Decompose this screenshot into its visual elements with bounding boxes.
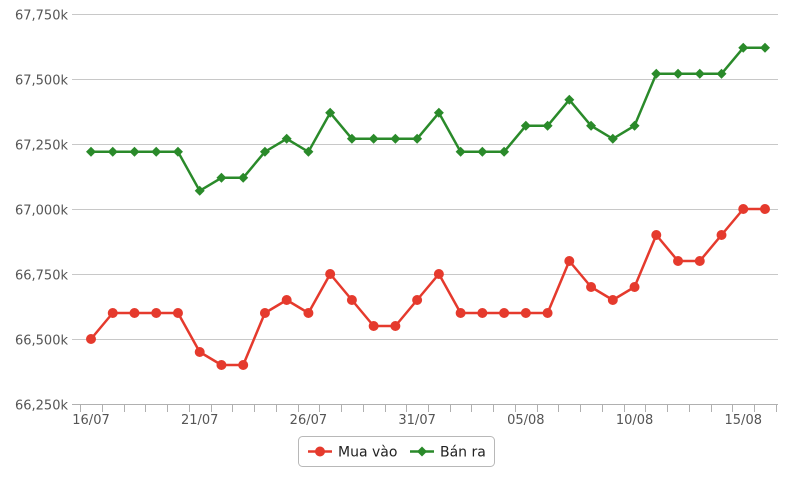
data-point[interactable] bbox=[673, 256, 684, 266]
series-layer bbox=[86, 42, 770, 370]
data-point[interactable] bbox=[238, 360, 249, 370]
data-point[interactable] bbox=[325, 269, 336, 279]
data-point[interactable] bbox=[86, 146, 96, 157]
data-point[interactable] bbox=[455, 308, 466, 318]
grid-layer bbox=[72, 14, 778, 340]
data-point[interactable] bbox=[172, 146, 183, 157]
data-point[interactable] bbox=[433, 107, 444, 118]
legend-label: Bán ra bbox=[440, 445, 486, 461]
data-point[interactable] bbox=[303, 308, 314, 318]
data-point[interactable] bbox=[586, 120, 597, 131]
data-point[interactable] bbox=[455, 146, 466, 157]
series-line bbox=[90, 207, 765, 367]
y-tick-label: 66,750k bbox=[15, 269, 68, 284]
data-point[interactable] bbox=[412, 133, 423, 144]
data-point[interactable] bbox=[281, 133, 292, 144]
x-tick-label: 16/07 bbox=[72, 413, 109, 428]
data-point[interactable] bbox=[607, 133, 618, 144]
data-point[interactable] bbox=[194, 185, 205, 196]
data-point[interactable] bbox=[368, 321, 379, 331]
data-point[interactable] bbox=[760, 42, 770, 53]
y-tick-label: 67,250k bbox=[15, 139, 68, 154]
data-point[interactable] bbox=[129, 146, 140, 157]
data-point[interactable] bbox=[216, 172, 227, 183]
data-point[interactable] bbox=[694, 68, 705, 79]
data-point[interactable] bbox=[346, 295, 357, 305]
data-point[interactable] bbox=[368, 133, 379, 144]
x-tick-label: 15/08 bbox=[725, 413, 762, 428]
data-point[interactable] bbox=[194, 347, 205, 357]
data-point[interactable] bbox=[760, 204, 770, 214]
series-buy bbox=[86, 204, 770, 370]
data-point[interactable] bbox=[629, 282, 640, 292]
x-tick-label: 05/08 bbox=[507, 413, 544, 428]
y-tick-label: 66,500k bbox=[15, 334, 68, 349]
series-sell bbox=[86, 42, 770, 196]
data-point[interactable] bbox=[281, 295, 292, 305]
y-tick-label: 67,500k bbox=[15, 74, 68, 89]
legend[interactable]: Mua vào Bán ra bbox=[298, 436, 495, 467]
data-point[interactable] bbox=[542, 120, 553, 131]
y-tick-label: 67,000k bbox=[15, 204, 68, 219]
legend-marker-diamond-icon bbox=[417, 446, 427, 457]
x-tick-label: 21/07 bbox=[181, 413, 218, 428]
data-point[interactable] bbox=[520, 308, 531, 318]
data-point[interactable] bbox=[346, 133, 357, 144]
series-line bbox=[91, 46, 765, 193]
data-point[interactable] bbox=[694, 256, 705, 266]
legend-marker-circle-icon bbox=[315, 446, 325, 457]
data-point[interactable] bbox=[673, 68, 684, 79]
data-point[interactable] bbox=[172, 308, 183, 318]
data-point[interactable] bbox=[412, 295, 423, 305]
data-point[interactable] bbox=[520, 120, 531, 131]
data-point[interactable] bbox=[390, 133, 401, 144]
data-point[interactable] bbox=[433, 269, 444, 279]
x-tick-label: 10/08 bbox=[616, 413, 653, 428]
data-point[interactable] bbox=[542, 308, 553, 318]
data-point[interactable] bbox=[259, 308, 270, 318]
data-point[interactable] bbox=[499, 146, 510, 157]
data-point[interactable] bbox=[629, 120, 640, 131]
data-point[interactable] bbox=[86, 334, 96, 344]
data-point[interactable] bbox=[216, 360, 227, 370]
y-tick-label: 66,250k bbox=[15, 399, 68, 414]
x-tick-label: 26/07 bbox=[290, 413, 327, 428]
data-point[interactable] bbox=[499, 308, 510, 318]
data-point[interactable] bbox=[303, 146, 314, 157]
data-point[interactable] bbox=[716, 230, 727, 240]
data-point[interactable] bbox=[586, 282, 597, 292]
data-point[interactable] bbox=[607, 295, 618, 305]
legend-item-sell[interactable]: Bán ra bbox=[410, 445, 486, 461]
data-point[interactable] bbox=[651, 230, 662, 240]
data-point[interactable] bbox=[107, 308, 118, 318]
data-point[interactable] bbox=[564, 256, 575, 266]
data-point[interactable] bbox=[107, 146, 118, 157]
y-tick-label: 67,750k bbox=[15, 9, 68, 24]
data-point[interactable] bbox=[738, 204, 749, 214]
data-point[interactable] bbox=[325, 107, 336, 118]
data-point[interactable] bbox=[259, 146, 270, 157]
data-point[interactable] bbox=[716, 68, 727, 79]
data-point[interactable] bbox=[238, 172, 249, 183]
legend-item-buy[interactable]: Mua vào bbox=[308, 445, 397, 461]
legend-label: Mua vào bbox=[338, 445, 397, 461]
data-point[interactable] bbox=[564, 94, 575, 105]
x-axis: 16/07 21/07 26/07 31/07 05/08 10/08 15/08 bbox=[72, 404, 778, 428]
data-point[interactable] bbox=[738, 42, 749, 53]
data-point[interactable] bbox=[129, 308, 140, 318]
data-point[interactable] bbox=[477, 308, 488, 318]
data-point[interactable] bbox=[651, 68, 662, 79]
y-axis: 66,250k 66,500k 66,750k 67,000k 67,250k 67,50… bbox=[15, 9, 68, 414]
data-point[interactable] bbox=[390, 321, 401, 331]
legend-box bbox=[298, 436, 495, 467]
data-point[interactable] bbox=[477, 146, 488, 157]
data-point[interactable] bbox=[151, 308, 162, 318]
data-point[interactable] bbox=[151, 146, 162, 157]
x-tick-label: 31/07 bbox=[398, 413, 435, 428]
